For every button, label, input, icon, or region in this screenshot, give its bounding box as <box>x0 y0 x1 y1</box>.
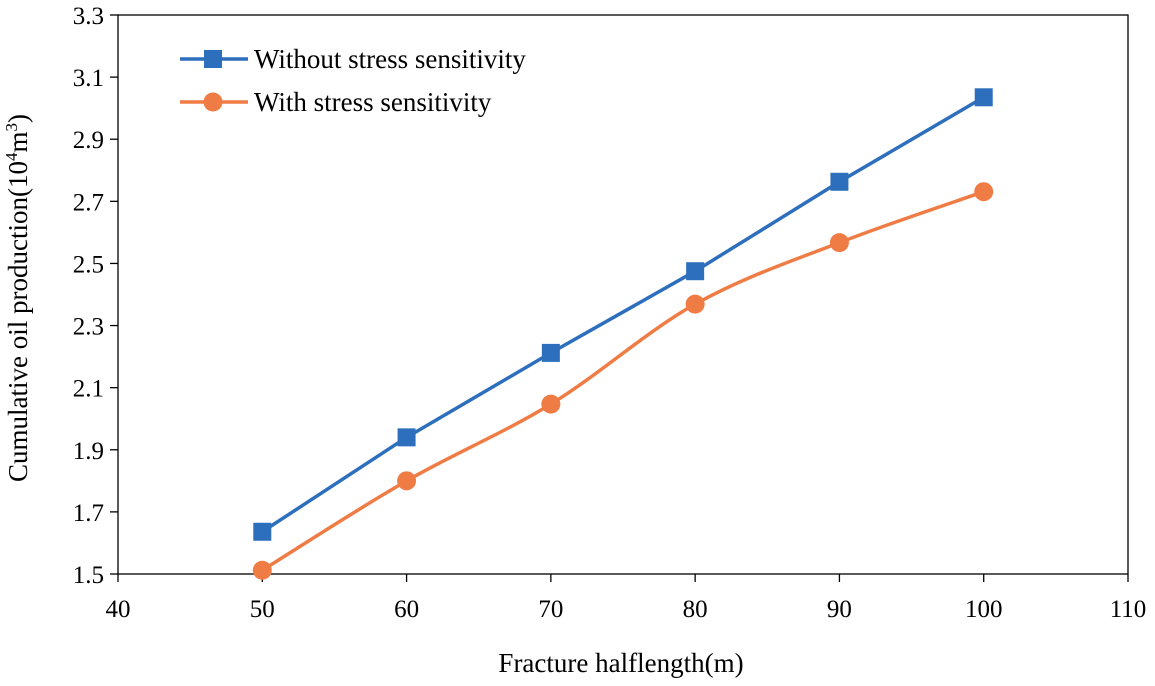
legend-marker <box>204 50 222 68</box>
x-tick-label: 40 <box>106 596 131 623</box>
data-point <box>974 182 994 202</box>
series-line <box>261 95 985 534</box>
y-axis-title-suffix: ) <box>3 114 33 123</box>
legend: Without stress sensitivity With stress se… <box>180 44 526 117</box>
plot-frame <box>117 14 1129 575</box>
data-point <box>541 394 561 414</box>
data-point <box>974 88 993 107</box>
y-axis-title-exponent-2: 3 <box>2 123 21 132</box>
x-axis-ticks: 40 50 60 70 80 90 100 110 <box>106 574 1147 623</box>
y-axis-title-prefix: Cumulative oil production(10 <box>3 161 33 482</box>
series-layer <box>252 88 994 580</box>
y-tick-label: 2.5 <box>73 251 104 278</box>
y-tick-label: 3.1 <box>73 65 104 92</box>
x-tick-label: 100 <box>965 596 1003 623</box>
x-tick-label: 110 <box>1110 596 1147 623</box>
legend-label: Without stress sensitivity <box>254 44 526 74</box>
y-axis-title: Cumulative oil production(104m3) <box>2 114 33 482</box>
y-axis-title-exponent-1: 4 <box>2 152 21 161</box>
series-1 <box>253 88 993 541</box>
data-point <box>686 262 705 281</box>
y-axis-ticks: 1.5 1.7 1.9 2.1 2.3 2.5 2.7 2.9 3.1 3.3 <box>73 3 118 589</box>
y-tick-label: 2.1 <box>73 376 104 403</box>
data-point <box>397 428 416 447</box>
y-tick-label: 2.3 <box>73 314 104 341</box>
data-point <box>252 560 272 580</box>
data-point <box>397 471 417 491</box>
legend-item-1: Without stress sensitivity <box>180 44 526 74</box>
y-tick-label: 2.7 <box>73 189 104 216</box>
y-tick-label: 1.5 <box>73 562 104 589</box>
series-line <box>261 190 985 572</box>
x-axis-title: Fracture halflength(m) <box>498 648 743 678</box>
data-point <box>829 233 849 253</box>
data-point <box>253 522 272 541</box>
data-point <box>685 294 705 314</box>
x-tick-label: 50 <box>250 596 275 623</box>
x-tick-label: 60 <box>394 596 419 623</box>
y-tick-label: 1.9 <box>73 438 104 465</box>
plot-area-border <box>117 14 1129 575</box>
y-axis-title-mid: m <box>3 132 33 153</box>
y-tick-label: 1.7 <box>73 500 104 527</box>
data-point <box>541 343 560 362</box>
x-tick-label: 90 <box>827 596 852 623</box>
y-tick-label: 3.3 <box>73 3 104 30</box>
legend-label: With stress sensitivity <box>254 87 492 117</box>
x-tick-label: 80 <box>683 596 708 623</box>
legend-marker <box>203 92 223 112</box>
data-point <box>830 172 849 191</box>
legend-item-2: With stress sensitivity <box>180 87 492 117</box>
x-tick-label: 70 <box>538 596 563 623</box>
series-2 <box>252 182 994 580</box>
y-tick-label: 2.9 <box>73 127 104 154</box>
